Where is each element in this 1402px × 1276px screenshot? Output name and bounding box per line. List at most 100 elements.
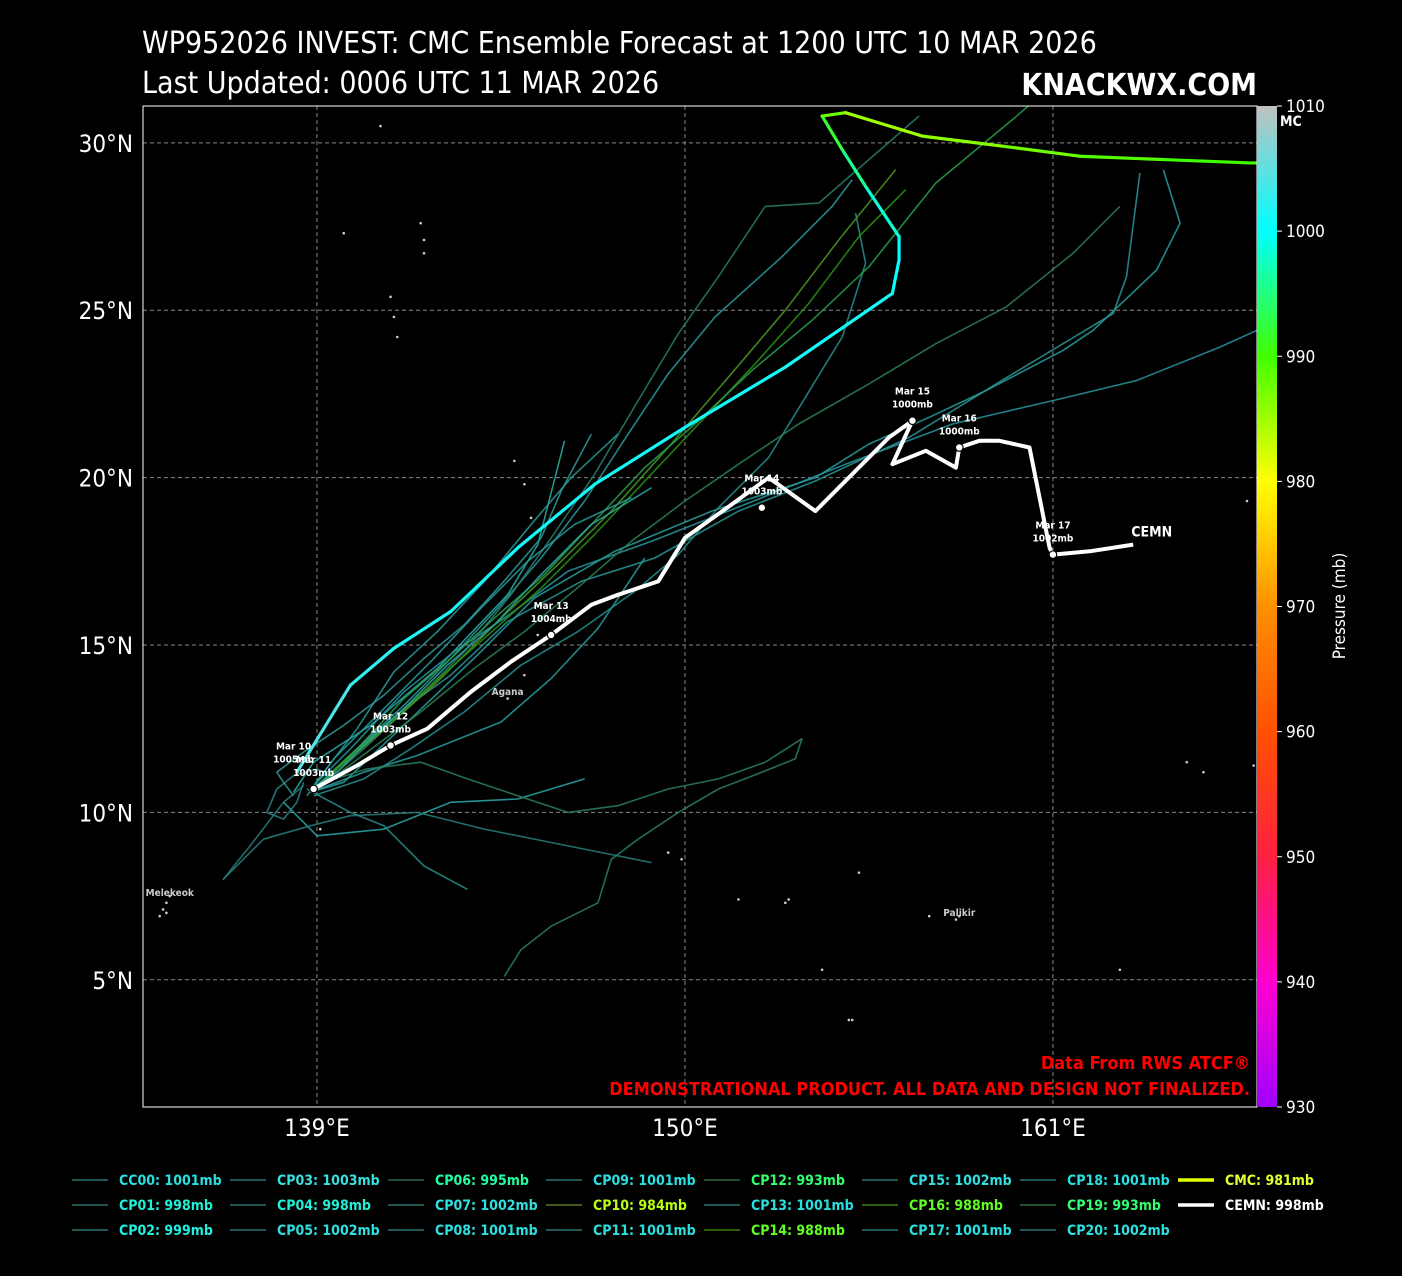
legend-entry: CEMN: 998mb	[1225, 1198, 1324, 1214]
track-cp11	[310, 557, 646, 794]
fix-pressure-label: 1005mb	[273, 755, 314, 766]
track-cp03	[319, 179, 853, 787]
legend-entry: CP11: 1001mb	[593, 1223, 696, 1239]
island	[927, 914, 931, 918]
colorbar-top-tag: MC	[1280, 114, 1302, 130]
legend-entry: CP20: 1002mb	[1067, 1223, 1170, 1239]
track-cp18	[313, 212, 867, 797]
cmc-segment	[1161, 157, 1252, 165]
cmc-segment	[920, 134, 1005, 148]
cemn-line	[312, 418, 1134, 791]
legend-entry: CP05: 1002mb	[277, 1223, 380, 1239]
cmc-segment	[863, 184, 901, 239]
legend-entry: CP17: 1001mb	[909, 1223, 1012, 1239]
island	[389, 295, 392, 299]
cmc-segment	[593, 425, 687, 486]
island	[957, 914, 961, 918]
cemn-fix-dot	[386, 741, 395, 750]
island	[666, 851, 670, 854]
city-label: Agana	[492, 687, 524, 698]
island	[847, 1018, 851, 1022]
cemn-fix-dot	[954, 443, 964, 452]
track-cp10	[316, 169, 897, 787]
legend-entry: CC00: 1001mb	[119, 1173, 222, 1189]
fix-date-label: Mar 10	[276, 742, 311, 753]
track-cp04	[292, 440, 566, 793]
fix-date-label: Mar 14	[744, 474, 779, 485]
legend-entry: CP14: 988mb	[751, 1223, 845, 1239]
island	[1252, 764, 1255, 767]
island	[379, 124, 382, 128]
gridlines	[143, 106, 1257, 1107]
latitude-tick-labels: 5°N 10°N 15°N 20°N 25°N 30°N	[79, 130, 133, 995]
map-background	[143, 106, 1257, 1107]
legend-entry: CP12: 993mb	[751, 1173, 845, 1189]
cmc-track	[295, 111, 1257, 774]
colorbar-tick-label: 970	[1286, 598, 1315, 618]
colorbar-tick-label: 990	[1286, 347, 1315, 367]
island	[168, 894, 172, 898]
island	[680, 857, 683, 861]
track-cp05	[306, 788, 468, 891]
data-source-note: Data From RWS ATCF®	[1041, 1053, 1250, 1074]
fix-pressure-label: 1003mb	[293, 768, 334, 779]
island	[787, 898, 790, 901]
island	[422, 238, 426, 242]
lon-tick-label: 150°E	[652, 1114, 718, 1142]
legend-entry: CP06: 995mb	[435, 1173, 529, 1189]
island	[395, 335, 399, 339]
fix-pressure-label: 1003mb	[741, 487, 782, 498]
cemn-fix-dot	[309, 784, 319, 794]
pressure-colorbar: 930 940 950 960 970 980 990 1000 1010 MC Pressur…	[1257, 97, 1350, 1118]
lat-tick-label: 20°N	[79, 465, 133, 493]
cmc-segment	[890, 258, 901, 296]
lat-tick-label: 15°N	[79, 632, 133, 660]
chart-title: WP952026 INVEST: CMC Ensemble Forecast a…	[142, 26, 1097, 61]
legend-entry: CP01: 998mb	[119, 1198, 213, 1214]
island	[523, 673, 526, 677]
island	[165, 901, 168, 905]
colorbar-ramp	[1257, 106, 1277, 1107]
track-cp08	[312, 433, 619, 787]
lon-tick-label: 161°E	[1020, 1114, 1086, 1142]
cmc-segment	[348, 646, 396, 687]
island	[850, 1018, 854, 1022]
legend-entry: CP15: 1002mb	[909, 1173, 1012, 1189]
cemn-end-label: CEMN	[1131, 525, 1172, 541]
track-cp17	[310, 169, 1181, 794]
island	[857, 871, 861, 874]
track-cc00	[309, 487, 652, 790]
cmc-segment	[820, 114, 844, 152]
fix-date-label: Mar 13	[534, 601, 569, 612]
lat-tick-label: 5°N	[92, 967, 133, 995]
cmc-segment	[449, 546, 520, 614]
island	[1245, 499, 1249, 503]
disclaimer-note: DEMONSTRATIONAL PRODUCT. ALL DATA AND DE…	[609, 1079, 1250, 1100]
brand-logo: KNACKWX.COM	[1021, 68, 1257, 103]
cmc-segment	[516, 482, 597, 550]
colorbar-tick-label: 950	[1286, 848, 1315, 868]
island	[1185, 760, 1189, 764]
island	[506, 697, 509, 700]
cmc-segment	[783, 291, 894, 369]
fix-pressure-label: 1004mb	[531, 614, 572, 625]
cmc-segment	[840, 147, 868, 188]
island	[419, 221, 422, 225]
legend-entry: CP02: 999mb	[119, 1223, 213, 1239]
island	[954, 918, 958, 921]
legend-entry: CP03: 1003mb	[277, 1173, 380, 1189]
island	[1118, 968, 1122, 972]
island	[161, 908, 165, 911]
track-legend: CC00: 1001mb CP01: 998mb CP02: 999mb CP03: …	[72, 1173, 1324, 1239]
track-cp02	[282, 778, 585, 837]
fix-pressure-label: 1000mb	[892, 400, 933, 411]
legend-entry: CP19: 993mb	[1067, 1198, 1161, 1214]
island	[784, 901, 787, 905]
colorbar-ticks: 930 940 950 960 970 980 990 1000 1010	[1277, 97, 1325, 1118]
cmc-segment	[683, 365, 787, 429]
fix-date-label: Mar 17	[1035, 521, 1070, 532]
legend-entry: CP16: 988mb	[909, 1198, 1003, 1214]
cmc-segment	[392, 609, 453, 650]
